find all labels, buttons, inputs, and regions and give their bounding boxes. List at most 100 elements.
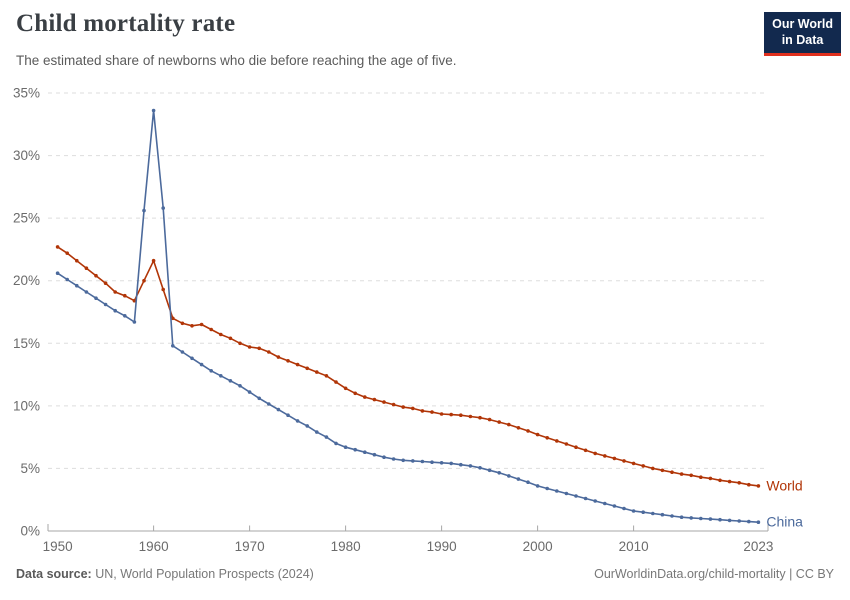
- data-point-china[interactable]: [391, 457, 396, 461]
- data-point-china[interactable]: [603, 501, 607, 506]
- data-point-world[interactable]: [209, 327, 213, 332]
- data-point-world[interactable]: [747, 482, 751, 487]
- data-point-china[interactable]: [190, 356, 194, 361]
- data-point-china[interactable]: [401, 458, 406, 463]
- data-point-china[interactable]: [171, 344, 175, 348]
- data-point-china[interactable]: [747, 519, 751, 524]
- data-point-world[interactable]: [487, 417, 492, 422]
- data-point-world[interactable]: [651, 466, 655, 471]
- data-point-china[interactable]: [113, 308, 117, 313]
- data-point-world[interactable]: [199, 322, 204, 327]
- data-point-world[interactable]: [267, 350, 271, 354]
- data-point-china[interactable]: [142, 208, 146, 213]
- data-point-china[interactable]: [75, 283, 79, 288]
- data-point-china[interactable]: [660, 512, 665, 517]
- data-point-china[interactable]: [353, 447, 358, 452]
- data-point-world[interactable]: [295, 362, 300, 367]
- data-point-world[interactable]: [190, 324, 194, 328]
- data-point-world[interactable]: [343, 386, 348, 391]
- data-point-world[interactable]: [276, 355, 281, 359]
- data-point-china[interactable]: [631, 509, 636, 513]
- data-point-world[interactable]: [708, 476, 713, 481]
- data-point-china[interactable]: [545, 486, 549, 491]
- data-point-china[interactable]: [641, 510, 645, 514]
- data-point-china[interactable]: [756, 520, 761, 524]
- data-point-china[interactable]: [199, 362, 204, 367]
- data-point-china[interactable]: [334, 441, 338, 446]
- data-point-world[interactable]: [65, 251, 69, 255]
- data-point-world[interactable]: [372, 397, 377, 402]
- data-point-china[interactable]: [151, 108, 156, 113]
- data-point-china[interactable]: [123, 314, 127, 318]
- data-point-china[interactable]: [497, 471, 502, 475]
- data-point-world[interactable]: [324, 374, 329, 378]
- data-point-china[interactable]: [689, 516, 693, 520]
- data-point-world[interactable]: [151, 258, 156, 263]
- data-point-china[interactable]: [161, 206, 165, 210]
- data-point-china[interactable]: [65, 277, 69, 282]
- data-point-china[interactable]: [132, 320, 137, 324]
- data-point-china[interactable]: [622, 506, 626, 511]
- data-point-world[interactable]: [574, 445, 578, 450]
- data-point-world[interactable]: [756, 484, 761, 488]
- data-point-world[interactable]: [353, 391, 358, 396]
- data-point-china[interactable]: [708, 517, 713, 521]
- data-point-china[interactable]: [382, 455, 386, 460]
- data-point-china[interactable]: [257, 396, 262, 401]
- data-point-china[interactable]: [286, 413, 290, 418]
- data-point-china[interactable]: [55, 271, 60, 276]
- data-point-china[interactable]: [583, 496, 588, 501]
- data-point-china[interactable]: [411, 459, 415, 463]
- data-point-world[interactable]: [180, 321, 185, 326]
- data-point-china[interactable]: [487, 468, 492, 473]
- data-point-world[interactable]: [497, 420, 502, 424]
- data-point-china[interactable]: [94, 296, 98, 301]
- data-point-world[interactable]: [727, 479, 732, 484]
- series-line-world[interactable]: [57, 246, 759, 487]
- data-point-world[interactable]: [142, 278, 146, 283]
- data-point-china[interactable]: [238, 384, 242, 388]
- data-point-world[interactable]: [420, 409, 425, 413]
- data-point-world[interactable]: [718, 478, 722, 483]
- data-point-world[interactable]: [564, 442, 569, 446]
- data-point-china[interactable]: [679, 515, 684, 519]
- data-point-world[interactable]: [315, 370, 319, 374]
- data-point-world[interactable]: [305, 366, 310, 371]
- data-point-china[interactable]: [516, 477, 521, 481]
- data-point-china[interactable]: [699, 516, 703, 521]
- data-point-world[interactable]: [641, 464, 645, 468]
- data-point-china[interactable]: [420, 459, 425, 464]
- data-point-world[interactable]: [411, 406, 415, 411]
- data-point-china[interactable]: [535, 484, 540, 488]
- data-point-china[interactable]: [219, 374, 223, 378]
- data-point-china[interactable]: [103, 302, 108, 307]
- data-point-world[interactable]: [334, 380, 338, 384]
- data-point-china[interactable]: [507, 474, 511, 478]
- data-point-china[interactable]: [564, 491, 569, 496]
- data-point-world[interactable]: [583, 448, 588, 453]
- data-point-world[interactable]: [286, 359, 290, 363]
- data-point-world[interactable]: [391, 402, 396, 407]
- owid-url-link[interactable]: OurWorldinData.org/child-mortality: [594, 567, 786, 581]
- data-point-world[interactable]: [430, 410, 434, 414]
- data-point-china[interactable]: [324, 435, 329, 439]
- data-point-china[interactable]: [718, 517, 722, 522]
- data-point-world[interactable]: [679, 472, 684, 476]
- data-point-world[interactable]: [593, 451, 597, 456]
- data-point-china[interactable]: [737, 519, 741, 523]
- data-point-china[interactable]: [670, 514, 674, 518]
- data-point-world[interactable]: [612, 456, 617, 461]
- data-point-world[interactable]: [84, 266, 89, 271]
- data-point-china[interactable]: [430, 460, 434, 465]
- data-point-world[interactable]: [459, 413, 463, 418]
- data-point-china[interactable]: [468, 464, 473, 468]
- data-point-world[interactable]: [526, 429, 530, 433]
- data-point-world[interactable]: [103, 281, 108, 286]
- series-label-china[interactable]: China: [766, 514, 803, 530]
- data-point-china[interactable]: [555, 489, 559, 493]
- data-point-world[interactable]: [161, 287, 165, 292]
- data-point-world[interactable]: [228, 336, 233, 341]
- data-point-china[interactable]: [180, 350, 185, 354]
- data-point-china[interactable]: [228, 379, 233, 383]
- data-point-china[interactable]: [478, 466, 482, 470]
